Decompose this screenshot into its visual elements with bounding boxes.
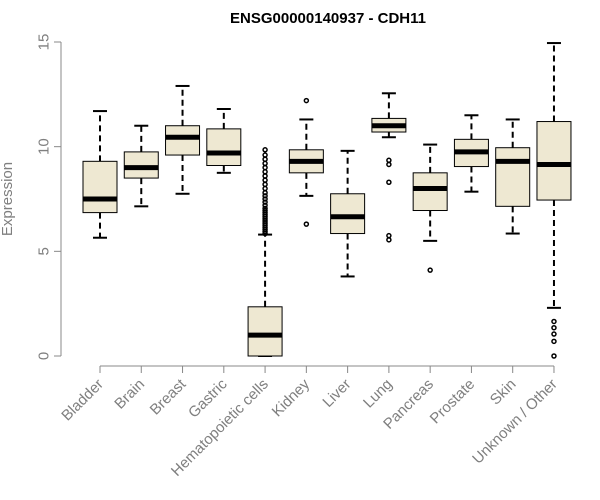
y-tick-label: 10	[35, 138, 52, 155]
outlier-point	[262, 196, 268, 202]
x-tick-label: Liver	[319, 376, 354, 411]
box-group	[247, 147, 283, 357]
outlier-point	[386, 237, 392, 243]
x-tick-label: Lung	[360, 376, 396, 412]
outlier-point	[262, 193, 268, 199]
box-group	[165, 84, 201, 195]
chart-title: ENSG00000140937 - CDH11	[230, 10, 426, 27]
outlier-point	[262, 173, 268, 179]
outlier-point	[551, 353, 557, 359]
outlier-point	[551, 318, 557, 325]
outlier-point	[551, 324, 557, 331]
box-group	[453, 114, 489, 193]
outlier-point	[262, 185, 268, 192]
box	[495, 147, 531, 207]
outlier-point	[551, 338, 557, 345]
outlier-point	[262, 202, 268, 209]
x-tick-label: Bladder	[58, 376, 107, 425]
box	[247, 306, 283, 357]
outlier-point	[262, 147, 268, 153]
x-tick-label: Breast	[147, 375, 190, 418]
box	[206, 128, 242, 167]
x-tick-label: Kidney	[269, 375, 314, 420]
y-tick-label: 0	[35, 352, 52, 360]
boxes	[82, 42, 572, 359]
box-group	[412, 143, 448, 273]
outlier-point	[262, 156, 268, 162]
outlier-point	[262, 152, 268, 158]
axes: 0 5 10 15	[35, 34, 555, 373]
outlier-point	[386, 157, 392, 164]
outlier-point	[262, 160, 268, 167]
outlier-point	[262, 181, 268, 188]
box	[82, 160, 118, 214]
outlier-point	[427, 267, 433, 273]
box	[165, 125, 201, 156]
outlier-point	[386, 179, 392, 186]
box-group	[495, 118, 531, 235]
outlier-point	[262, 177, 268, 183]
y-tick-label: 5	[35, 247, 52, 255]
box-group	[330, 149, 366, 278]
outlier-point	[262, 169, 268, 175]
y-axis-label: Expression	[0, 162, 16, 236]
outlier-point	[262, 164, 268, 171]
x-tick-label: Skin	[487, 376, 520, 409]
box	[536, 121, 572, 201]
outlier-point	[262, 189, 268, 196]
box-group	[206, 107, 242, 174]
box-group	[536, 42, 572, 359]
box-group	[123, 124, 159, 208]
box	[412, 172, 448, 212]
outlier-point	[303, 221, 310, 227]
outlier-point	[262, 205, 268, 212]
box-group	[288, 97, 324, 227]
box-group	[82, 110, 118, 239]
box-group	[371, 92, 407, 243]
x-tick-label: Prostate	[427, 376, 479, 428]
outlier-point	[262, 199, 268, 205]
outlier-point	[386, 161, 392, 168]
x-tick-label: Brain	[111, 376, 148, 413]
outlier-point	[303, 97, 310, 104]
box	[123, 151, 159, 179]
outlier-point	[386, 232, 392, 239]
outlier-point	[551, 331, 557, 337]
y-tick-label: 15	[35, 34, 52, 51]
box	[330, 193, 366, 235]
outlier-point	[262, 207, 268, 214]
